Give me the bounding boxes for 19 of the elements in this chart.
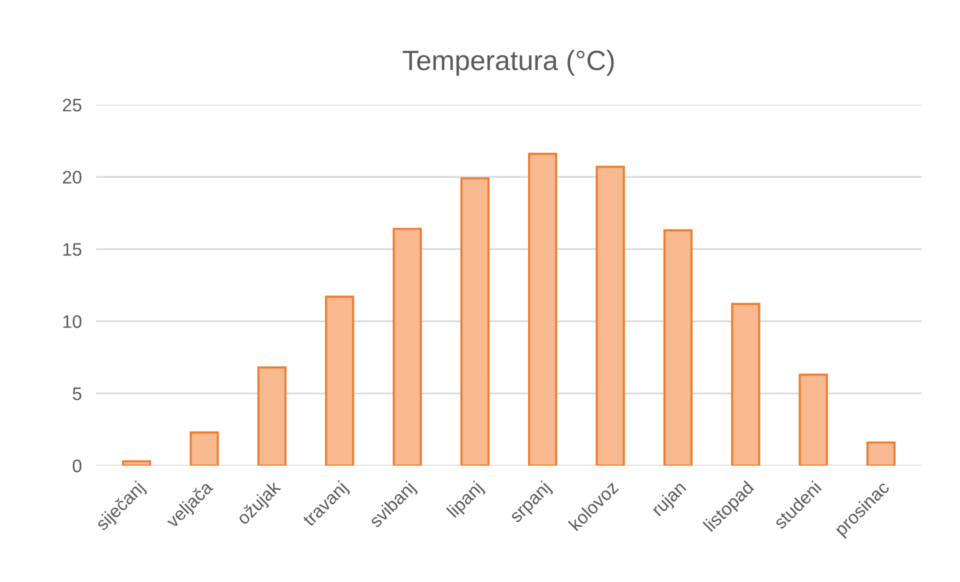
y-tick-label: 20 (62, 170, 82, 184)
bar (190, 431, 219, 466)
y-tick-label: 0 (72, 460, 82, 472)
y-tick-label: 10 (63, 315, 82, 328)
bar (257, 366, 287, 466)
bar (460, 177, 490, 466)
bar (528, 152, 558, 466)
bar (663, 229, 693, 466)
bar (798, 374, 828, 466)
bar (392, 228, 422, 466)
bar (596, 166, 625, 466)
bar (866, 441, 896, 466)
bar (122, 460, 152, 466)
bar (325, 296, 354, 466)
bar (731, 302, 760, 466)
chart-title: Temperatura (°C) (402, 50, 614, 76)
y-tick-label: 25 (62, 98, 82, 112)
y-tick-label: 5 (72, 388, 82, 400)
y-tick-label: 15 (63, 243, 82, 256)
